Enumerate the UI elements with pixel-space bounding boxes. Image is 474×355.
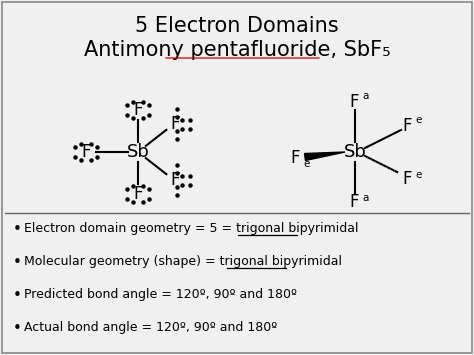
Text: 5 Electron Domains: 5 Electron Domains — [135, 16, 339, 36]
Text: Predicted bond angle = 120º, 90º and 180º: Predicted bond angle = 120º, 90º and 180… — [24, 288, 297, 301]
Text: a: a — [362, 193, 368, 203]
Text: e: e — [303, 159, 310, 169]
Text: F: F — [402, 170, 412, 188]
Text: F: F — [290, 149, 300, 167]
Text: Sb: Sb — [127, 143, 149, 161]
Text: Actual bond angle = 120º, 90º and 180º: Actual bond angle = 120º, 90º and 180º — [24, 321, 277, 334]
Text: e: e — [415, 115, 421, 125]
Text: •: • — [13, 288, 22, 303]
Text: Electron domain geometry = 5 = trigonal bipyrimidal: Electron domain geometry = 5 = trigonal … — [24, 222, 358, 235]
Text: F: F — [349, 93, 359, 111]
Text: Molecular geometry (shape) = trigonal bipyrimidal: Molecular geometry (shape) = trigonal bi… — [24, 255, 342, 268]
Text: Antimony pentafluoride, SbF₅: Antimony pentafluoride, SbF₅ — [84, 40, 390, 60]
Text: e: e — [415, 170, 421, 180]
Text: F: F — [171, 171, 180, 189]
Text: F: F — [171, 115, 180, 133]
Text: •: • — [13, 222, 22, 237]
Polygon shape — [305, 152, 345, 160]
Text: F: F — [81, 143, 91, 161]
Text: F: F — [133, 185, 143, 203]
Text: F: F — [349, 193, 359, 211]
Text: •: • — [13, 321, 22, 336]
Text: a: a — [362, 91, 368, 101]
Text: •: • — [13, 255, 22, 270]
Text: F: F — [402, 117, 412, 135]
Text: F: F — [133, 101, 143, 119]
Text: Sb: Sb — [344, 143, 366, 161]
